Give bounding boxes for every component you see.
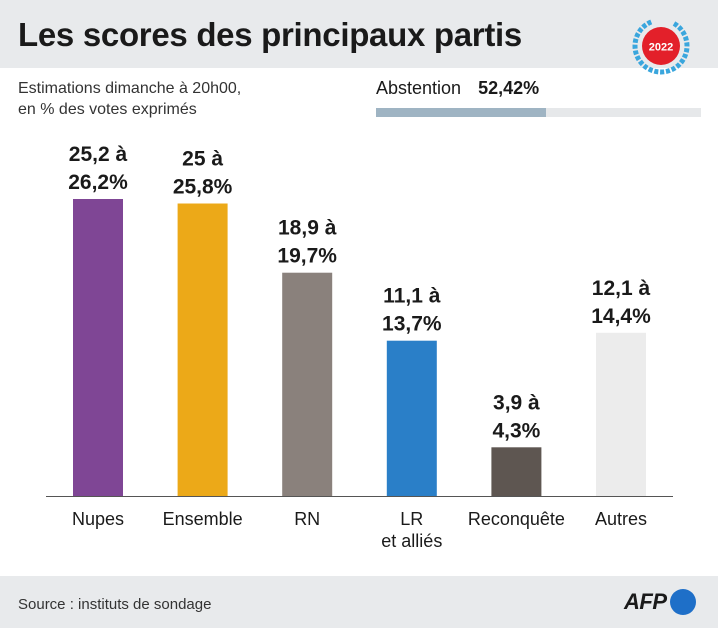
badge-ring-segment xyxy=(634,55,642,62)
badge-ring-segment xyxy=(653,68,659,75)
subtitle-line-1: Estimations dimanche à 20h00, xyxy=(18,80,242,97)
abstention-panel: Abstention 52,42% xyxy=(376,78,701,117)
source-note: Source : instituts de sondage xyxy=(18,596,212,613)
afp-logo-text: AFP xyxy=(624,589,667,614)
bar-value-label: 26,2% xyxy=(68,171,128,194)
election-year-badge: 2022 xyxy=(632,19,690,75)
subtitle-line-2: en % des votes exprimés xyxy=(18,101,197,118)
bar-autres xyxy=(596,332,646,496)
badge-ring-segment xyxy=(634,32,641,39)
badge-ring-segment xyxy=(672,21,679,28)
badge-ring-segment xyxy=(680,30,687,37)
abstention-bar-fill xyxy=(376,108,547,117)
badge-ring-segment xyxy=(641,22,648,30)
badge-ring-segment xyxy=(681,53,689,59)
bar-value-label: 4,3% xyxy=(492,419,540,442)
bar-value-label: 14,4% xyxy=(591,305,651,328)
chart-subtitle: Estimations dimanche à 20h00, en % des v… xyxy=(18,78,241,120)
badge-ring-segment xyxy=(682,35,689,42)
badge-ring-segment xyxy=(632,38,639,44)
bar-value-label: 11,1 à xyxy=(383,285,441,308)
category-label: et alliés xyxy=(381,531,442,551)
badge-ring-segment xyxy=(670,65,677,73)
abstention-label: Abstention xyxy=(376,78,462,98)
bar-value-label: 25 à xyxy=(182,148,223,171)
bar-value-label: 25,8% xyxy=(173,176,233,199)
badge-ring-icon xyxy=(632,19,690,75)
abstention-value: 52,42% xyxy=(478,78,540,98)
bar-value-label: 13,7% xyxy=(382,313,442,336)
page-title: Les scores des principaux partis xyxy=(18,16,522,53)
badge-ring-segment xyxy=(642,63,649,71)
badge-ring-segment xyxy=(665,68,671,74)
badge-ring-segment xyxy=(637,59,645,67)
category-label: Nupes xyxy=(72,509,124,529)
category-label: Ensemble xyxy=(163,509,243,529)
badge-ring-segment xyxy=(683,48,690,53)
badge-year: 2022 xyxy=(649,42,673,54)
badge-ring-segment xyxy=(637,26,644,34)
abstention-bar-track xyxy=(376,108,701,117)
category-label: Autres xyxy=(595,509,647,529)
badge-ring-segment xyxy=(678,58,686,65)
afp-dot-icon xyxy=(669,589,696,615)
bar-ensemble xyxy=(177,203,228,496)
badge-ring-segment xyxy=(676,25,684,32)
afp-logo: AFP xyxy=(624,589,696,615)
badge-ring-segment xyxy=(632,50,639,56)
bar-value-label: 12,1 à xyxy=(592,277,651,300)
bar-value-label: 25,2 à xyxy=(69,143,128,166)
category-label: Reconquête xyxy=(468,509,565,529)
bar-lr-et-alli-s xyxy=(386,340,437,496)
bar-value-label: 18,9 à xyxy=(278,217,337,240)
badge-disc xyxy=(642,27,680,65)
category-label: LR xyxy=(400,509,423,529)
badge-ring-segment xyxy=(646,19,653,26)
bar-reconqu-te xyxy=(491,447,542,496)
badge-ring-segment xyxy=(647,66,654,73)
bar-nupes xyxy=(73,199,123,496)
footer-bar: Source : instituts de sondage AFP xyxy=(0,576,718,628)
bar-value-label: 19,7% xyxy=(277,245,337,268)
header-bar: Les scores des principaux partis 2022 xyxy=(0,0,718,75)
bar-chart: 25,2 à 26,2% Nupes 25 à 25,8% Ensemble 18,9 à 1… xyxy=(46,143,673,551)
category-label: RN xyxy=(294,509,320,529)
badge-ring-segment xyxy=(675,62,682,69)
bar-rn xyxy=(282,272,333,496)
bar-value-label: 3,9 à xyxy=(493,391,540,414)
